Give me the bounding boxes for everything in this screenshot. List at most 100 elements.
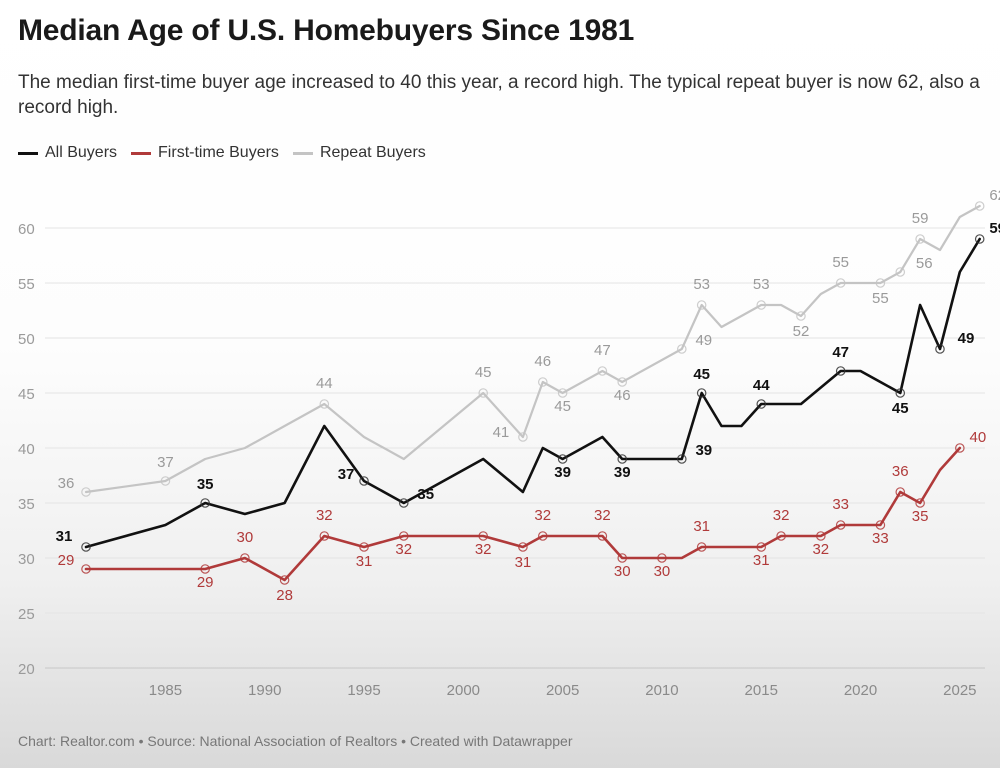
data-point-first-time-buyers-2023 (915, 498, 925, 508)
data-label-all-buyers-1997: 35 (417, 486, 434, 503)
data-label-first-time-buyers-2004: 32 (534, 507, 551, 524)
data-point-first-time-buyers-2022 (895, 487, 906, 497)
data-label-all-buyers-2008: 39 (614, 464, 631, 481)
data-label-repeat-buyers-2012: 53 (693, 276, 710, 293)
data-label-first-time-buyers-2021: 33 (872, 530, 889, 547)
data-label-all-buyers-2026: 59 (989, 220, 1000, 237)
data-label-first-time-buyers-2025: 40 (969, 429, 986, 446)
data-point-first-time-buyers-2012 (696, 542, 707, 552)
data-label-all-buyers-2024: 49 (958, 330, 975, 347)
data-point-all-buyers-1997 (398, 498, 409, 508)
y-tick-label-35: 35 (18, 496, 35, 513)
data-point-first-time-buyers-2019 (835, 520, 846, 530)
data-label-first-time-buyers-2001: 32 (475, 541, 492, 558)
data-point-first-time-buyers-2007 (597, 531, 608, 541)
data-point-all-buyers-1981 (81, 542, 91, 552)
data-point-all-buyers-2012 (696, 388, 707, 398)
data-label-repeat-buyers-2023: 59 (912, 210, 929, 227)
legend-label-first-time-buyers: First-time Buyers (158, 144, 279, 161)
data-point-repeat-buyers-2022 (895, 267, 906, 277)
data-point-first-time-buyers-1991 (279, 575, 290, 585)
data-point-all-buyers-2026 (974, 234, 985, 244)
data-label-repeat-buyers-2007: 47 (594, 342, 611, 359)
data-label-first-time-buyers-2023: 35 (912, 508, 929, 525)
legend-item-all-buyers: All Buyers (18, 144, 117, 162)
data-label-repeat-buyers-2017: 52 (793, 323, 810, 340)
data-point-repeat-buyers-2026 (974, 201, 985, 211)
series-line-first-time-buyers (84, 446, 962, 582)
data-point-first-time-buyers-1989 (240, 553, 250, 563)
x-tick-label-2015: 2015 (745, 682, 778, 699)
data-label-first-time-buyers-1993: 32 (316, 507, 333, 524)
data-label-repeat-buyers-2003: 41 (493, 424, 510, 441)
x-tick-label-1985: 1985 (149, 682, 182, 699)
data-point-all-buyers-1987 (200, 498, 210, 508)
data-label-first-time-buyers-2010: 30 (654, 563, 671, 580)
data-point-all-buyers-2022 (895, 388, 906, 398)
chart-subtitle: The median first-time buyer age increase… (18, 72, 980, 118)
x-tick-label-2025: 2025 (943, 682, 976, 699)
data-label-repeat-buyers-2011: 49 (695, 332, 712, 349)
legend-swatch-repeat-buyers (292, 151, 313, 155)
x-tick-label-2000: 2000 (447, 682, 480, 699)
data-point-first-time-buyers-2015 (756, 542, 767, 552)
data-point-first-time-buyers-1981 (81, 564, 91, 574)
data-point-first-time-buyers-2003 (518, 542, 528, 552)
data-label-repeat-buyers-2004: 46 (534, 353, 551, 370)
legend-label-repeat-buyers: Repeat Buyers (319, 144, 426, 161)
data-point-repeat-buyers-2008 (617, 377, 628, 387)
data-point-repeat-buyers-2017 (796, 311, 806, 321)
data-label-all-buyers-2019: 47 (832, 344, 849, 361)
data-point-all-buyers-2015 (756, 399, 767, 409)
data-label-first-time-buyers-2016: 32 (773, 507, 790, 524)
data-label-first-time-buyers-1981: 29 (58, 552, 75, 569)
data-label-all-buyers-1981: 31 (56, 528, 73, 545)
data-label-all-buyers-2012: 45 (693, 366, 710, 383)
data-label-repeat-buyers-2021: 55 (872, 290, 889, 307)
y-tick-label-40: 40 (18, 441, 35, 458)
data-label-first-time-buyers-2003: 31 (515, 554, 532, 571)
data-point-repeat-buyers-2019 (835, 278, 846, 288)
x-tick-label-1990: 1990 (248, 682, 281, 699)
data-label-first-time-buyers-2012: 31 (693, 518, 710, 535)
data-point-repeat-buyers-2011 (676, 344, 687, 354)
data-point-repeat-buyers-2021 (875, 278, 886, 288)
data-label-first-time-buyers-1989: 30 (237, 529, 254, 546)
data-point-repeat-buyers-2001 (478, 388, 488, 398)
data-point-first-time-buyers-2008 (617, 553, 628, 563)
chart-title: Median Age of U.S. Homebuyers Since 1981 (18, 14, 635, 47)
data-label-first-time-buyers-2008: 30 (614, 563, 631, 580)
data-point-all-buyers-1995 (359, 476, 369, 486)
data-point-first-time-buyers-2001 (478, 531, 488, 541)
data-label-repeat-buyers-1985: 37 (157, 454, 174, 471)
data-label-first-time-buyers-2018: 32 (812, 541, 829, 558)
data-label-first-time-buyers-2007: 32 (594, 507, 611, 524)
data-point-repeat-buyers-2023 (915, 234, 925, 244)
y-tick-label-25: 25 (18, 606, 35, 623)
y-tick-label-20: 20 (18, 661, 35, 678)
data-label-repeat-buyers-1981: 36 (58, 475, 75, 492)
x-tick-label-1995: 1995 (347, 682, 380, 699)
data-point-first-time-buyers-1987 (200, 564, 210, 574)
data-point-repeat-buyers-2015 (756, 300, 767, 310)
data-label-repeat-buyers-2026: 62 (989, 187, 1000, 204)
data-label-first-time-buyers-1997: 32 (395, 541, 412, 558)
data-point-all-buyers-2019 (835, 366, 846, 376)
data-label-all-buyers-2022: 45 (892, 400, 909, 417)
data-label-repeat-buyers-2008: 46 (614, 387, 631, 404)
data-label-all-buyers-1987: 35 (197, 476, 214, 493)
data-point-all-buyers-2024 (935, 344, 945, 354)
data-point-first-time-buyers-2021 (875, 520, 886, 530)
data-point-all-buyers-2011 (676, 454, 687, 464)
legend-item-repeat-buyers: Repeat Buyers (292, 144, 426, 162)
data-label-repeat-buyers-2005: 45 (554, 398, 571, 415)
y-tick-label-30: 30 (18, 551, 35, 568)
x-tick-label-2020: 2020 (844, 682, 877, 699)
y-tick-label-45: 45 (18, 386, 35, 403)
data-point-first-time-buyers-2010 (657, 553, 667, 563)
y-tick-label-60: 60 (18, 221, 35, 238)
data-point-repeat-buyers-2004 (537, 377, 548, 387)
data-point-first-time-buyers-1997 (398, 531, 409, 541)
legend-label-all-buyers: All Buyers (45, 144, 118, 161)
data-point-first-time-buyers-2018 (816, 531, 826, 541)
